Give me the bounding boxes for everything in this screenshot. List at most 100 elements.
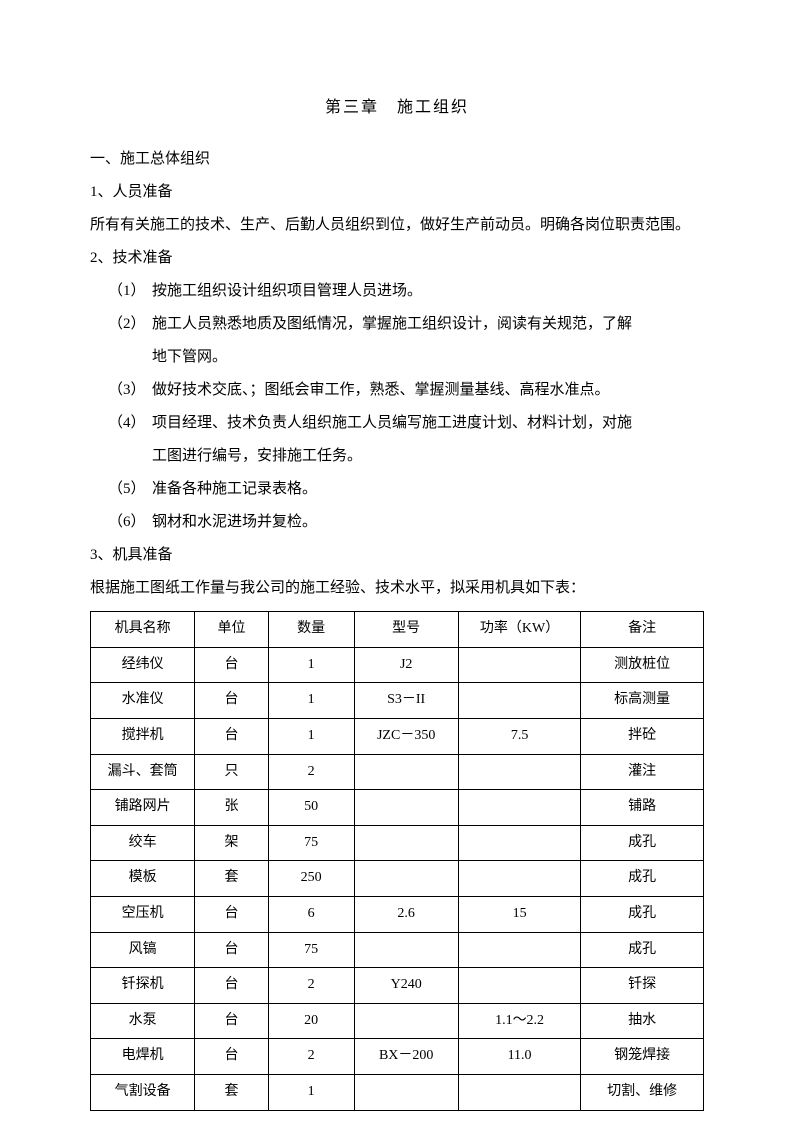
table-cell: 1 <box>268 718 354 754</box>
table-cell <box>354 932 458 968</box>
table-cell: 台 <box>195 647 269 683</box>
table-row: 电焊机台2BX－20011.0钢笼焊接 <box>91 1039 704 1075</box>
table-cell: 灌注 <box>581 754 704 790</box>
table-cell: J2 <box>354 647 458 683</box>
list-item: （2）施工人员熟悉地质及图纸情况，掌握施工组织设计，阅读有关规范，了解 <box>90 308 704 341</box>
table-row: 空压机台62.615成孔 <box>91 896 704 932</box>
list-text: 项目经理、技术负责人组织施工人员编写施工进度计划、材料计划，对施 <box>152 415 632 431</box>
table-cell: 成孔 <box>581 825 704 861</box>
list-item: （6）钢材和水泥进场并复检。 <box>90 506 704 539</box>
table-cell: 1 <box>268 1074 354 1110</box>
list-text: 钢材和水泥进场并复检。 <box>152 514 317 530</box>
table-cell: 标高测量 <box>581 683 704 719</box>
table-cell <box>458 754 581 790</box>
list-text: 做好技术交底、；图纸会审工作，熟悉、掌握测量基线、高程水准点。 <box>152 382 610 398</box>
table-cell <box>354 861 458 897</box>
sub-heading-1: 1、人员准备 <box>90 176 704 209</box>
table-cell: 台 <box>195 683 269 719</box>
list-num: （3） <box>108 374 152 407</box>
table-cell: 架 <box>195 825 269 861</box>
table-cell <box>354 790 458 826</box>
table-cell: 只 <box>195 754 269 790</box>
table-cell <box>458 825 581 861</box>
paragraph-1: 所有有关施工的技术、生产、后勤人员组织到位，做好生产前动员。明确各岗位职责范围。 <box>90 209 704 242</box>
table-row: 经纬仪台1J2测放桩位 <box>91 647 704 683</box>
th-unit: 单位 <box>195 612 269 648</box>
list-num: （6） <box>108 506 152 539</box>
table-cell: 拌砼 <box>581 718 704 754</box>
table-cell: 台 <box>195 718 269 754</box>
table-cell: 铺路网片 <box>91 790 195 826</box>
table-row: 风镐台75成孔 <box>91 932 704 968</box>
list-item: （3）做好技术交底、；图纸会审工作，熟悉、掌握测量基线、高程水准点。 <box>90 374 704 407</box>
table-cell <box>354 1003 458 1039</box>
table-cell <box>354 754 458 790</box>
table-cell: 钢笼焊接 <box>581 1039 704 1075</box>
table-row: 钎探机台2Y240钎探 <box>91 968 704 1004</box>
table-cell: 模板 <box>91 861 195 897</box>
table-cell: 台 <box>195 896 269 932</box>
table-cell: 15 <box>458 896 581 932</box>
table-cell: 钎探 <box>581 968 704 1004</box>
table-cell: 2 <box>268 1039 354 1075</box>
equipment-table: 机具名称 单位 数量 型号 功率（KW） 备注 经纬仪台1J2测放桩位水准仪台1… <box>90 611 704 1110</box>
th-power: 功率（KW） <box>458 612 581 648</box>
list-num: （2） <box>108 308 152 341</box>
table-cell: 漏斗、套筒 <box>91 754 195 790</box>
table-cell: 11.0 <box>458 1039 581 1075</box>
table-cell: 套 <box>195 861 269 897</box>
th-name: 机具名称 <box>91 612 195 648</box>
table-cell <box>354 825 458 861</box>
table-row: 搅拌机台1JZC－3507.5拌砼 <box>91 718 704 754</box>
table-cell <box>458 932 581 968</box>
table-header-row: 机具名称 单位 数量 型号 功率（KW） 备注 <box>91 612 704 648</box>
table-cell: 套 <box>195 1074 269 1110</box>
chapter-title: 第三章 施工组织 <box>90 90 704 125</box>
table-cell: BX－200 <box>354 1039 458 1075</box>
list-text-cont: 地下管网。 <box>90 341 704 374</box>
table-cell: 测放桩位 <box>581 647 704 683</box>
table-cell: 250 <box>268 861 354 897</box>
table-row: 漏斗、套筒只2 灌注 <box>91 754 704 790</box>
table-cell: 成孔 <box>581 932 704 968</box>
table-cell: 抽水 <box>581 1003 704 1039</box>
list-text: 准备各种施工记录表格。 <box>152 481 317 497</box>
table-cell: 搅拌机 <box>91 718 195 754</box>
table-cell: 1.1～2.2 <box>458 1003 581 1039</box>
table-cell: 20 <box>268 1003 354 1039</box>
table-cell: 50 <box>268 790 354 826</box>
table-cell: 水准仪 <box>91 683 195 719</box>
table-cell: 2.6 <box>354 896 458 932</box>
table-row: 气割设备套1切割、维修 <box>91 1074 704 1110</box>
th-qty: 数量 <box>268 612 354 648</box>
table-cell: 水泵 <box>91 1003 195 1039</box>
table-cell: 铺路 <box>581 790 704 826</box>
table-cell: Y240 <box>354 968 458 1004</box>
sub-heading-2: 2、技术准备 <box>90 242 704 275</box>
table-row: 模板套250 成孔 <box>91 861 704 897</box>
list-item: （1）按施工组织设计组织项目管理人员进场。 <box>90 275 704 308</box>
table-row: 铺路网片张50铺路 <box>91 790 704 826</box>
th-model: 型号 <box>354 612 458 648</box>
table-cell: 7.5 <box>458 718 581 754</box>
table-cell: 台 <box>195 968 269 1004</box>
list-text: 施工人员熟悉地质及图纸情况，掌握施工组织设计，阅读有关规范，了解 <box>152 316 632 332</box>
table-row: 水泵台201.1～2.2抽水 <box>91 1003 704 1039</box>
sub-heading-3: 3、机具准备 <box>90 539 704 572</box>
table-cell: 成孔 <box>581 861 704 897</box>
table-cell: 气割设备 <box>91 1074 195 1110</box>
table-cell: 风镐 <box>91 932 195 968</box>
table-cell <box>458 861 581 897</box>
table-row: 绞车架75 成孔 <box>91 825 704 861</box>
list-item: （4）项目经理、技术负责人组织施工人员编写施工进度计划、材料计划，对施 <box>90 407 704 440</box>
table-cell: 钎探机 <box>91 968 195 1004</box>
table-cell: 75 <box>268 825 354 861</box>
table-cell: 经纬仪 <box>91 647 195 683</box>
list-num: （1） <box>108 275 152 308</box>
table-cell: 电焊机 <box>91 1039 195 1075</box>
th-note: 备注 <box>581 612 704 648</box>
table-cell: 绞车 <box>91 825 195 861</box>
table-cell: 2 <box>268 754 354 790</box>
table-cell <box>458 790 581 826</box>
list-num: （4） <box>108 407 152 440</box>
